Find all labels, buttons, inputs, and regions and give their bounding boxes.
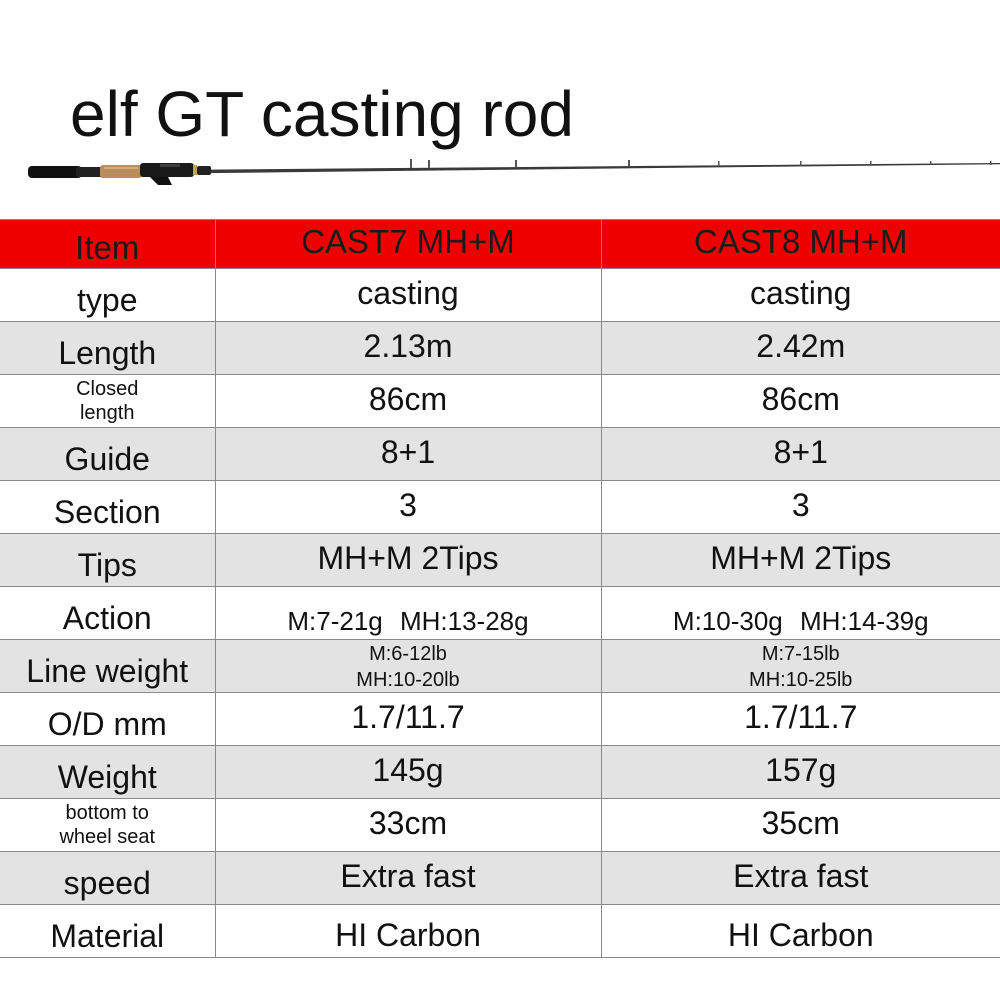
row-label: bottom to wheel seat (0, 798, 216, 852)
specifications-table: Item CAST7 MH+M CAST8 MH+M type casting ca… (0, 219, 1000, 958)
row-label: Material (0, 904, 216, 958)
cast8-value: 3 (600, 480, 1000, 534)
cast8-value: MH+M 2Tips (600, 533, 1000, 587)
row-label: Action (0, 586, 216, 640)
cast7-value: M:7-21g MH:13-28g (214, 586, 602, 640)
row-label: type (0, 268, 216, 322)
table-row: Tips MH+M 2Tips MH+M 2Tips (0, 533, 1000, 587)
row-label: Weight (0, 745, 216, 799)
header-cast7: CAST7 MH+M (214, 219, 602, 269)
cast7-value: M:6-12lb MH:10-20lb (214, 639, 602, 693)
table-row: Section 3 3 (0, 480, 1000, 534)
table-row: Action M:7-21g MH:13-28g M:10-30g MH:14-39… (0, 586, 1000, 640)
cast7-value: 1.7/11.7 (214, 692, 602, 746)
table-row: Weight 145g 157g (0, 745, 1000, 799)
cast7-value: Extra fast (214, 851, 602, 905)
cast8-value: 1.7/11.7 (600, 692, 1000, 746)
header-cast8: CAST8 MH+M (600, 219, 1000, 269)
cast7-value: MH+M 2Tips (214, 533, 602, 587)
cast8-value: 157g (600, 745, 1000, 799)
cast7-value: 86cm (214, 374, 602, 428)
table-row: Line weight M:6-12lb MH:10-20lb M:7-15lb MH:… (0, 639, 1000, 693)
row-label: O/D mm (0, 692, 216, 746)
cast7-value: 33cm (214, 798, 602, 852)
cast8-value: Extra fast (600, 851, 1000, 905)
row-label: Length (0, 321, 216, 375)
table-header-row: Item CAST7 MH+M CAST8 MH+M (0, 219, 1000, 269)
row-label: speed (0, 851, 216, 905)
row-label: Tips (0, 533, 216, 587)
cast8-value: 2.42m (600, 321, 1000, 375)
row-label: Section (0, 480, 216, 534)
cast7-value: 3 (214, 480, 602, 534)
table-row: Material HI Carbon HI Carbon (0, 904, 1000, 958)
table-row: type casting casting (0, 268, 1000, 322)
cast7-value: 8+1 (214, 427, 602, 481)
cast7-value: casting (214, 268, 602, 322)
cast8-value: 8+1 (600, 427, 1000, 481)
cast8-value: HI Carbon (600, 904, 1000, 958)
cast8-value: 86cm (600, 374, 1000, 428)
cast8-value: M:7-15lb MH:10-25lb (600, 639, 1000, 693)
cast7-value: 145g (214, 745, 602, 799)
cast7-value: 2.13m (214, 321, 602, 375)
row-label: Closed length (0, 374, 216, 428)
table-row: Closed length 86cm 86cm (0, 374, 1000, 428)
cast8-value: casting (600, 268, 1000, 322)
table-row: Guide 8+1 8+1 (0, 427, 1000, 481)
table-row: O/D mm 1.7/11.7 1.7/11.7 (0, 692, 1000, 746)
table-row: Length 2.13m 2.42m (0, 321, 1000, 375)
row-label: Guide (0, 427, 216, 481)
cast8-value: M:10-30g MH:14-39g (600, 586, 1000, 640)
table-row: bottom to wheel seat 33cm 35cm (0, 798, 1000, 852)
cast8-value: 35cm (600, 798, 1000, 852)
cast7-value: HI Carbon (214, 904, 602, 958)
fishing-rod-image (28, 159, 1000, 185)
table-row: speed Extra fast Extra fast (0, 851, 1000, 905)
row-label: Line weight (0, 639, 216, 693)
page-title: elf GT casting rod (70, 78, 574, 150)
header-item: Item (0, 219, 216, 269)
